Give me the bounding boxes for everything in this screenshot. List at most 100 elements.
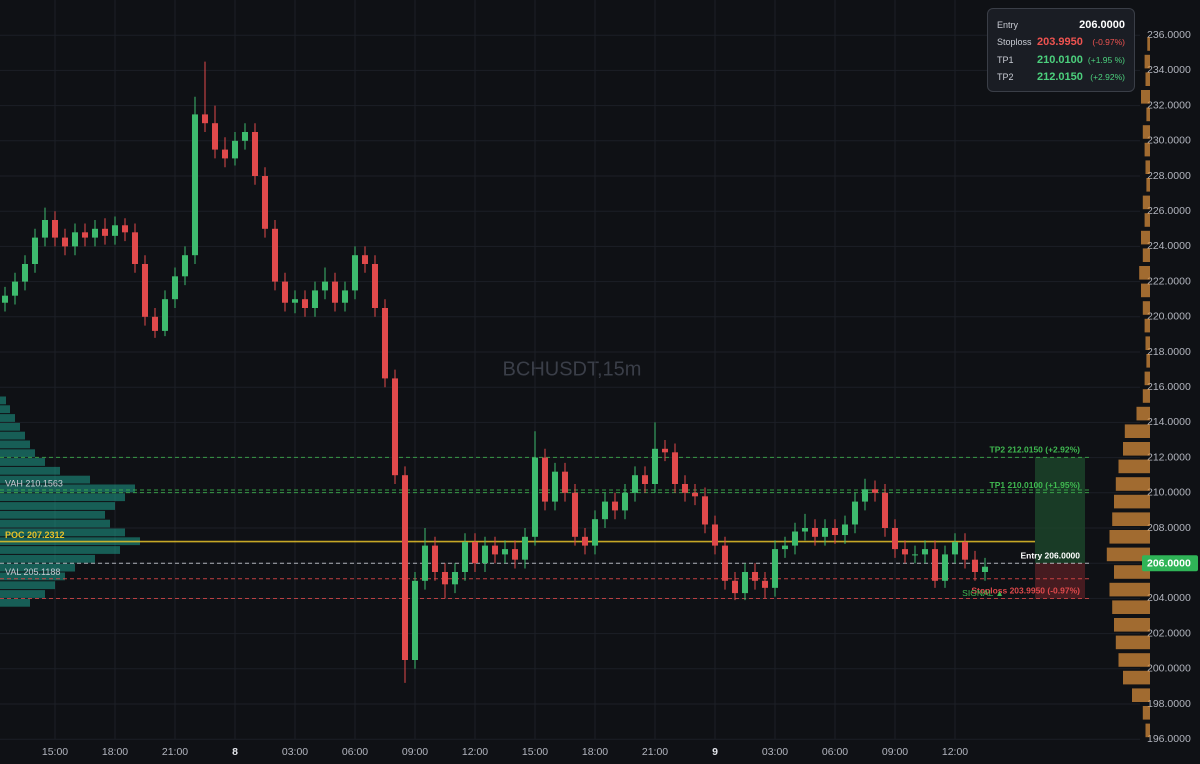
candle-body — [702, 496, 708, 525]
candle-body — [842, 524, 848, 536]
volume-profile-bar — [1146, 354, 1150, 368]
volume-profile-bar — [1142, 301, 1150, 315]
volume-profile-bar — [1146, 107, 1150, 122]
volume-profile-bar — [1144, 54, 1150, 69]
take-profit-zone — [1035, 457, 1085, 564]
candle-body — [132, 232, 138, 264]
watermark-title: BCHUSDT,15m — [503, 358, 642, 380]
volume-profile-bar — [1145, 723, 1150, 738]
panel-name: TP2 — [997, 72, 1014, 83]
candle-body — [812, 528, 818, 537]
candle-body — [42, 220, 48, 238]
volume-profile-bar — [1136, 406, 1150, 421]
candle-body — [802, 528, 808, 532]
x-tick-label: 15:00 — [522, 746, 548, 758]
volume-profile-bar — [1142, 706, 1150, 720]
candle-body — [492, 545, 498, 555]
candle-body — [122, 225, 128, 233]
candle-body — [902, 549, 908, 555]
x-tick-label: 21:00 — [642, 746, 668, 758]
candle-body — [452, 572, 458, 585]
volume-profile-bar — [0, 414, 15, 422]
candle-body — [722, 545, 728, 581]
candle-body — [2, 295, 8, 303]
volume-profile-bar — [0, 431, 25, 440]
volume-profile-bar — [0, 422, 20, 431]
candle-body — [232, 140, 238, 159]
candle-body — [792, 531, 798, 546]
trade-level-label: TP2 212.0150 (+2.92%) — [990, 445, 1081, 455]
candle-body — [22, 264, 28, 282]
candle-body — [652, 448, 658, 484]
x-tick-label: 15:00 — [42, 746, 68, 758]
volume-profile-bar — [0, 598, 30, 607]
panel-change: (+1.95 %) — [1087, 54, 1125, 65]
candle-body — [462, 542, 468, 572]
candle-body — [602, 501, 608, 520]
x-tick-label: 03:00 — [762, 746, 788, 758]
candle-body — [622, 492, 628, 511]
price-tag — [1142, 555, 1198, 572]
candle-body — [732, 580, 738, 594]
candle-body — [62, 237, 68, 247]
y-tick-label: 230.0000 — [1147, 135, 1191, 147]
y-tick-label: 228.0000 — [1147, 170, 1191, 182]
candle-body — [222, 149, 228, 159]
volume-profile-bar — [1115, 635, 1150, 650]
signal-label: SIGNAL ▲ — [962, 588, 1004, 598]
volume-profile-bar — [1142, 125, 1150, 139]
volume-profile-bar — [1141, 283, 1150, 298]
candle-body — [82, 232, 88, 238]
candle-body — [712, 524, 718, 546]
volume-profile-bar — [0, 554, 95, 563]
volume-profile-bar — [1141, 230, 1150, 245]
volume-profile-bar — [0, 519, 110, 528]
x-tick-label: 03:00 — [282, 746, 308, 758]
panel-price: 203.9950 — [1036, 36, 1083, 49]
candle-body — [612, 501, 618, 511]
volume-profile-bar — [1144, 318, 1150, 333]
x-tick-label: 12:00 — [462, 746, 488, 758]
candle-body — [872, 489, 878, 493]
volume-profile-bar — [1114, 494, 1150, 509]
y-tick-label: 232.0000 — [1147, 99, 1191, 111]
candle-body — [242, 132, 248, 141]
candle-body — [422, 545, 428, 581]
candle-body — [692, 492, 698, 497]
volume-profile-bar — [1109, 530, 1150, 544]
volume-profile-bar — [0, 510, 105, 519]
volume-profile-bar — [1112, 600, 1150, 614]
trade-panel: Entry 206.0000 Stoploss 203.9950 (-0.97%) TP1… — [987, 8, 1135, 92]
volume-profile-bar — [0, 528, 125, 537]
panel-name: Entry — [997, 19, 1019, 30]
volume-profile-bar — [1132, 688, 1150, 702]
volume-profile-bar — [0, 502, 115, 510]
candle-body — [642, 475, 648, 484]
candle-body — [302, 299, 308, 308]
candle-body — [542, 457, 548, 502]
candle-body — [982, 566, 988, 572]
volume-profile-bar — [1112, 512, 1150, 526]
candle-body — [342, 290, 348, 303]
candle-body — [922, 549, 928, 555]
candle-body — [912, 554, 918, 556]
candle-body — [512, 549, 518, 560]
candle-body — [162, 299, 168, 331]
candle-body — [862, 489, 868, 502]
candle-body — [572, 492, 578, 537]
candle-body — [292, 299, 298, 303]
y-tick-label: 200.0000 — [1147, 663, 1191, 675]
panel-row: TP1 210.0100 (+1.95 %) — [997, 51, 1125, 69]
y-tick-label: 208.0000 — [1147, 522, 1191, 534]
candle-body — [892, 528, 898, 550]
volume-profile-bar — [0, 563, 75, 572]
volume-profile-bar — [1123, 442, 1150, 456]
candle-body — [482, 545, 488, 564]
candle-body — [632, 475, 638, 493]
candle-body — [672, 452, 678, 484]
candle-body — [202, 114, 208, 124]
candle-body — [32, 237, 38, 264]
candle-body — [752, 572, 758, 581]
volume-profile-bar — [0, 440, 30, 449]
trade-level-label: TP1 210.0100 (+1.95%) — [990, 480, 1081, 490]
